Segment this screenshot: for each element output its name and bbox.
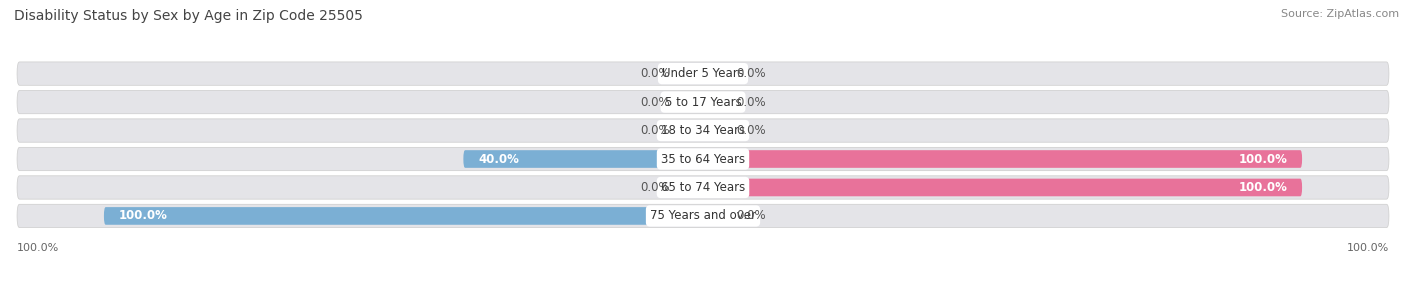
- FancyBboxPatch shape: [703, 150, 1302, 168]
- Text: 18 to 34 Years: 18 to 34 Years: [661, 124, 745, 137]
- FancyBboxPatch shape: [17, 176, 1389, 199]
- FancyBboxPatch shape: [17, 62, 1389, 85]
- Text: 40.0%: 40.0%: [478, 152, 519, 166]
- Text: 75 Years and over: 75 Years and over: [650, 210, 756, 222]
- FancyBboxPatch shape: [703, 179, 1302, 196]
- Text: Under 5 Years: Under 5 Years: [662, 67, 744, 80]
- Text: 0.0%: 0.0%: [640, 67, 671, 80]
- Text: 0.0%: 0.0%: [735, 95, 766, 109]
- FancyBboxPatch shape: [703, 207, 727, 225]
- FancyBboxPatch shape: [17, 147, 1389, 171]
- Text: 0.0%: 0.0%: [640, 181, 671, 194]
- Text: 100.0%: 100.0%: [1347, 243, 1389, 253]
- Text: 0.0%: 0.0%: [640, 95, 671, 109]
- Text: 0.0%: 0.0%: [735, 124, 766, 137]
- Text: 5 to 17 Years: 5 to 17 Years: [665, 95, 741, 109]
- FancyBboxPatch shape: [17, 90, 1389, 114]
- FancyBboxPatch shape: [703, 93, 727, 111]
- FancyBboxPatch shape: [104, 207, 703, 225]
- FancyBboxPatch shape: [679, 93, 703, 111]
- Text: Source: ZipAtlas.com: Source: ZipAtlas.com: [1281, 9, 1399, 19]
- FancyBboxPatch shape: [703, 122, 727, 139]
- Text: 0.0%: 0.0%: [640, 124, 671, 137]
- Text: 65 to 74 Years: 65 to 74 Years: [661, 181, 745, 194]
- FancyBboxPatch shape: [679, 65, 703, 82]
- FancyBboxPatch shape: [17, 204, 1389, 228]
- FancyBboxPatch shape: [17, 119, 1389, 142]
- Text: 35 to 64 Years: 35 to 64 Years: [661, 152, 745, 166]
- FancyBboxPatch shape: [679, 179, 703, 196]
- FancyBboxPatch shape: [679, 122, 703, 139]
- FancyBboxPatch shape: [703, 65, 727, 82]
- Text: 0.0%: 0.0%: [735, 67, 766, 80]
- Text: 100.0%: 100.0%: [1239, 181, 1286, 194]
- Text: 100.0%: 100.0%: [120, 210, 167, 222]
- Text: 100.0%: 100.0%: [1239, 152, 1286, 166]
- Text: 100.0%: 100.0%: [17, 243, 59, 253]
- Text: 0.0%: 0.0%: [735, 210, 766, 222]
- Text: Disability Status by Sex by Age in Zip Code 25505: Disability Status by Sex by Age in Zip C…: [14, 9, 363, 23]
- FancyBboxPatch shape: [464, 150, 703, 168]
